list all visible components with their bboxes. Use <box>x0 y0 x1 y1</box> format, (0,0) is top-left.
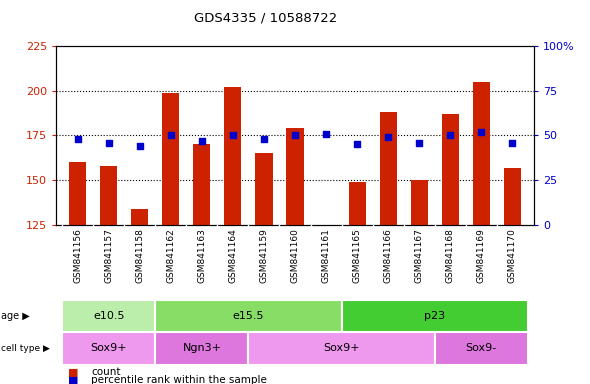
Bar <box>69 162 86 225</box>
Point <box>73 136 83 142</box>
Point <box>290 132 300 139</box>
Point <box>322 131 331 137</box>
Text: GSM841169: GSM841169 <box>477 228 486 283</box>
Text: GSM841160: GSM841160 <box>290 228 300 283</box>
Point <box>445 132 455 139</box>
Bar <box>248 332 435 365</box>
Text: GSM841156: GSM841156 <box>73 228 82 283</box>
Text: Sox9-: Sox9- <box>466 343 497 354</box>
Text: GSM841161: GSM841161 <box>322 228 330 283</box>
Bar <box>100 166 117 225</box>
Text: Sox9+: Sox9+ <box>90 343 127 354</box>
Point <box>352 141 362 147</box>
Bar <box>155 332 248 365</box>
Bar <box>155 300 342 332</box>
Bar <box>132 209 148 225</box>
Point <box>414 139 424 146</box>
Bar <box>349 182 366 225</box>
Text: GSM841167: GSM841167 <box>415 228 424 283</box>
Point <box>477 129 486 135</box>
Point <box>228 132 238 139</box>
Text: GSM841158: GSM841158 <box>135 228 145 283</box>
Text: count: count <box>91 367 121 377</box>
Text: GSM841168: GSM841168 <box>445 228 455 283</box>
Bar <box>442 114 458 225</box>
Text: cell type ▶: cell type ▶ <box>1 344 50 353</box>
Text: GSM841162: GSM841162 <box>166 228 175 283</box>
Bar <box>504 167 521 225</box>
Point <box>507 139 517 146</box>
Bar <box>63 300 155 332</box>
Text: p23: p23 <box>424 311 445 321</box>
Text: e10.5: e10.5 <box>93 311 124 321</box>
Bar <box>379 112 396 225</box>
Text: age ▶: age ▶ <box>1 311 30 321</box>
Point <box>135 143 145 149</box>
Bar <box>435 332 527 365</box>
Bar <box>194 144 211 225</box>
Point <box>384 134 393 140</box>
Point <box>197 137 206 144</box>
Bar <box>473 82 490 225</box>
Point <box>259 136 268 142</box>
Bar <box>63 332 155 365</box>
Text: GSM841165: GSM841165 <box>353 228 362 283</box>
Point <box>104 139 113 146</box>
Bar <box>162 93 179 225</box>
Text: Ngn3+: Ngn3+ <box>182 343 221 354</box>
Text: Sox9+: Sox9+ <box>323 343 360 354</box>
Text: GSM841166: GSM841166 <box>384 228 392 283</box>
Text: percentile rank within the sample: percentile rank within the sample <box>91 375 267 384</box>
Text: GDS4335 / 10588722: GDS4335 / 10588722 <box>194 12 337 25</box>
Bar <box>411 180 428 225</box>
Point <box>166 132 176 139</box>
Text: GSM841163: GSM841163 <box>198 228 206 283</box>
Text: e15.5: e15.5 <box>232 311 264 321</box>
Text: ■: ■ <box>68 375 78 384</box>
Text: GSM841170: GSM841170 <box>508 228 517 283</box>
Bar <box>224 87 241 225</box>
Bar <box>255 153 273 225</box>
Text: GSM841157: GSM841157 <box>104 228 113 283</box>
Text: ■: ■ <box>68 367 78 377</box>
Text: GSM841164: GSM841164 <box>228 228 237 283</box>
Bar <box>342 300 527 332</box>
Text: GSM841159: GSM841159 <box>260 228 268 283</box>
Bar <box>287 128 303 225</box>
